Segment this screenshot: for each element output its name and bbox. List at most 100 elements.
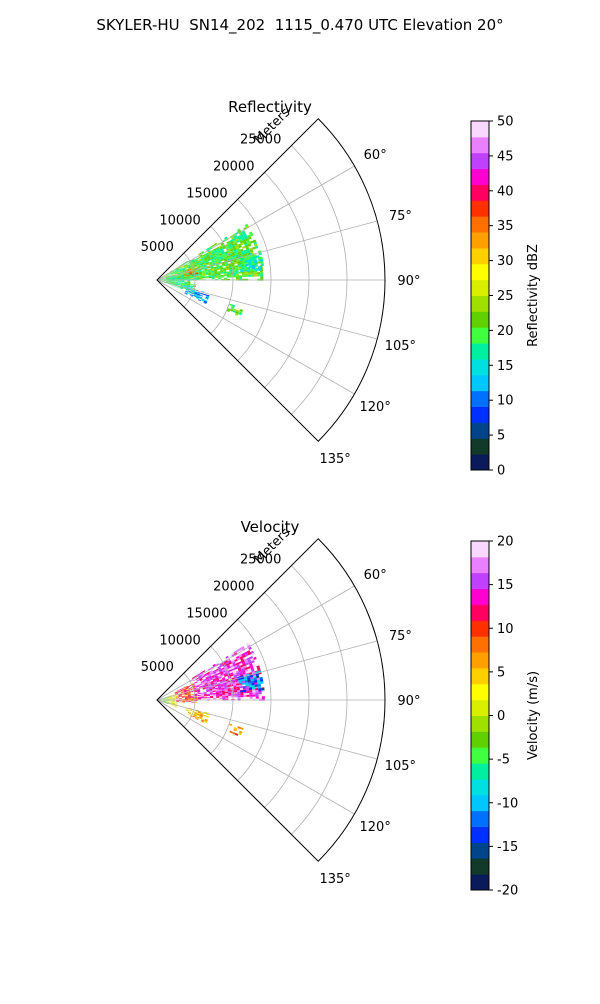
data-cell-outbound-far bbox=[262, 696, 265, 698]
radial-tick-label: 20000 bbox=[213, 580, 254, 595]
data-cell-main-echo bbox=[236, 275, 239, 277]
panel-reflectivity: Reflectivity500010000150002000025000Mete… bbox=[141, 98, 541, 479]
data-cell-southwest-fragment bbox=[206, 716, 209, 718]
data-cell-southwest-fragment bbox=[198, 299, 201, 301]
data-cell-outbound-far bbox=[204, 696, 207, 697]
data-cell-main-echo bbox=[227, 274, 230, 276]
radial-tick-label: 10000 bbox=[159, 213, 200, 228]
data-cell-main-echo bbox=[242, 275, 245, 277]
colorbar-label: Velocity (m/s) bbox=[526, 671, 541, 760]
data-cell-outbound-far bbox=[225, 656, 229, 659]
data-cell-main-echo bbox=[230, 274, 233, 276]
data-cell-near-yellow bbox=[169, 701, 172, 702]
colorbar-label: Reflectivity dBZ bbox=[526, 244, 541, 347]
colorbar-swatch bbox=[471, 200, 489, 216]
data-cell-outbound-far bbox=[228, 696, 231, 698]
data-cell-outbound-far bbox=[255, 690, 258, 692]
colorbar-swatch bbox=[471, 795, 489, 811]
data-cell-main-echo bbox=[221, 275, 224, 277]
colorbar-swatch bbox=[471, 652, 489, 668]
data-cell-main-echo bbox=[209, 276, 212, 277]
data-cell-outbound-far bbox=[246, 687, 249, 689]
colorbar-swatch bbox=[471, 153, 489, 169]
angle-tick-label: 105° bbox=[385, 339, 416, 354]
data-cell-main-echo bbox=[254, 274, 257, 276]
data-cell-outbound-far bbox=[225, 698, 228, 700]
colorbar-swatch bbox=[471, 811, 489, 827]
data-cell-east-cell bbox=[258, 268, 261, 271]
data-cell-main-echo bbox=[242, 273, 245, 275]
data-cell-outbound-far bbox=[219, 696, 222, 697]
data-cell-main-echo bbox=[215, 277, 218, 278]
colorbar-swatch bbox=[471, 311, 489, 327]
data-cell-south-cell bbox=[235, 733, 239, 736]
data-cell-outbound-mid bbox=[191, 694, 194, 695]
data-cell-outbound-far bbox=[204, 697, 207, 698]
data-cell-inbound-east-cell bbox=[258, 686, 261, 689]
colorbar-tick-label: 20 bbox=[497, 535, 514, 550]
colorbar-swatch bbox=[471, 184, 489, 200]
data-cell-main-echo bbox=[260, 276, 263, 278]
data-cell-outbound-far bbox=[250, 697, 253, 699]
colorbar-tick-label: -20 bbox=[497, 884, 518, 899]
colorbar-swatch bbox=[471, 359, 489, 375]
panel-velocity: Velocity500010000150002000025000Meters60… bbox=[141, 518, 541, 899]
data-cell-main-echo bbox=[203, 276, 206, 277]
data-cell-outbound-far bbox=[222, 698, 225, 700]
data-cell-main-echo bbox=[227, 276, 230, 278]
data-cell-outbound-far bbox=[228, 691, 231, 693]
data-cell-east-cell bbox=[258, 266, 261, 269]
colorbar-swatch bbox=[471, 668, 489, 684]
data-cell-main-echo bbox=[245, 273, 248, 275]
radial-tick-label: 20000 bbox=[213, 160, 254, 175]
data-cell-main-echo bbox=[260, 272, 263, 274]
data-cell-southwest-fragment bbox=[201, 293, 204, 295]
data-cell-main-echo bbox=[236, 274, 239, 276]
colorbar-tick-label: -15 bbox=[497, 840, 518, 855]
colorbar-tick-label: 30 bbox=[497, 254, 514, 269]
data-cell-main-echo bbox=[212, 276, 215, 277]
data-cell-outbound-far bbox=[222, 695, 225, 697]
data-cell-main-echo bbox=[197, 257, 200, 259]
colorbar-tick-label: 15 bbox=[497, 359, 514, 374]
azimuth-line bbox=[157, 700, 354, 814]
data-cell-near-yellow bbox=[175, 698, 178, 699]
data-cell-outbound-far bbox=[255, 688, 258, 691]
data-cell-outbound-far bbox=[234, 692, 237, 694]
data-cell-outbound-far bbox=[249, 693, 252, 695]
data-cell-main-echo bbox=[236, 270, 239, 272]
colorbar-swatch bbox=[471, 636, 489, 652]
colorbar-swatch bbox=[471, 589, 489, 605]
data-cell-outbound-far bbox=[241, 695, 244, 697]
data-cell-southwest-fragment bbox=[187, 713, 190, 715]
data-cell-main-echo bbox=[218, 275, 221, 277]
figure-title: SKYLER-HU SN14_202 1115_0.470 UTC Elevat… bbox=[0, 16, 600, 34]
data-cell-east-cell bbox=[249, 269, 252, 271]
data-cell-outbound-mid bbox=[191, 699, 194, 700]
data-cell-main-echo bbox=[239, 275, 242, 277]
data-cell-main-echo bbox=[212, 277, 215, 278]
data-cell-near-field bbox=[187, 280, 190, 281]
colorbar-swatch bbox=[471, 700, 489, 716]
data-cell-main-echo bbox=[226, 271, 229, 273]
data-cell-outbound-far bbox=[256, 694, 259, 696]
data-cell-outbound-far bbox=[195, 683, 198, 685]
colorbar-tick-label: 0 bbox=[497, 464, 505, 479]
colorbar-swatch bbox=[471, 296, 489, 312]
data-cell-near-field bbox=[190, 284, 193, 285]
angle-tick-label: 105° bbox=[385, 759, 416, 774]
data-cell-outbound-far bbox=[252, 690, 255, 692]
data-cell-outbound-far bbox=[244, 695, 247, 697]
data-cell-main-echo bbox=[239, 277, 242, 279]
data-cell-east-cell bbox=[252, 267, 255, 269]
data-cell-outbound-far bbox=[203, 690, 206, 692]
data-cell-outbound-far bbox=[210, 697, 213, 698]
data-cell-near-yellow bbox=[172, 696, 175, 697]
colorbar-swatch bbox=[471, 391, 489, 407]
colorbar-tick-label: 5 bbox=[497, 665, 505, 680]
data-cell-east-cell bbox=[249, 265, 252, 267]
radial-tick-label: 5000 bbox=[141, 240, 174, 255]
